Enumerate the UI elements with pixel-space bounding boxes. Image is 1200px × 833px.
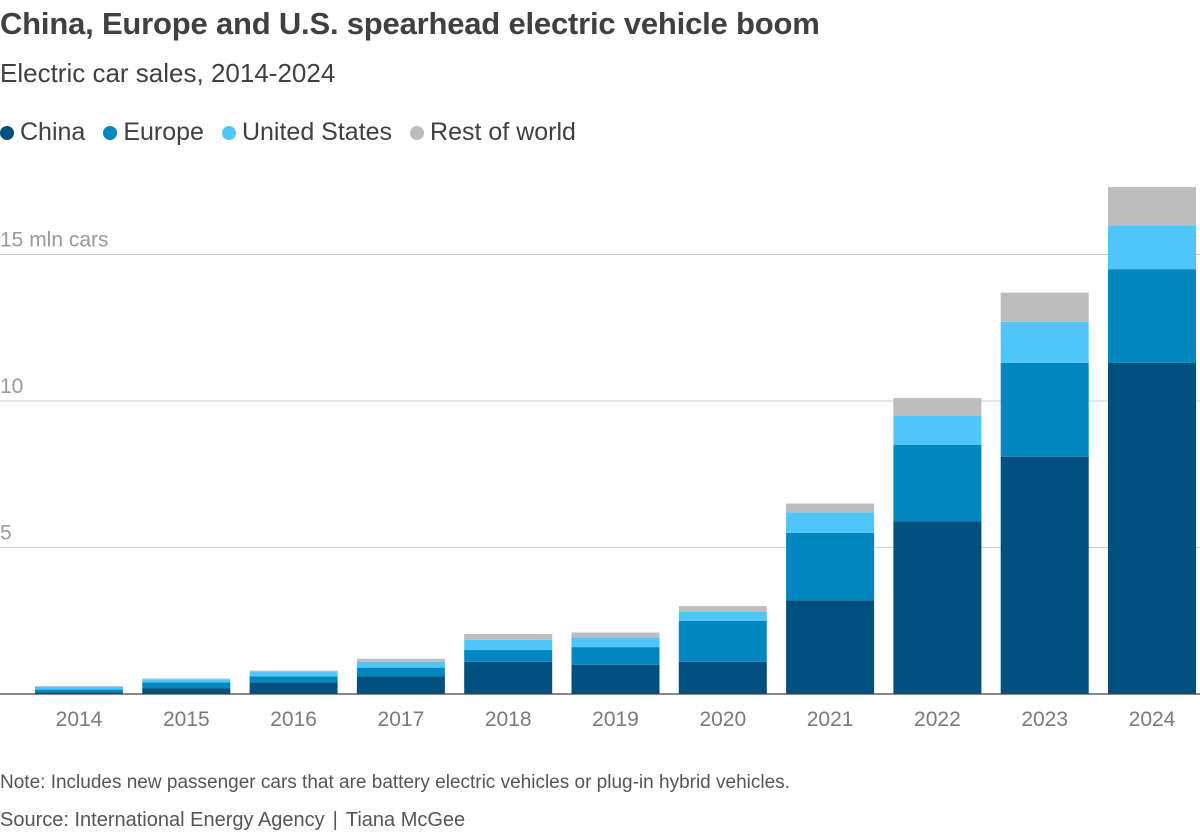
x-tick-label-2024: 2024 — [1129, 708, 1176, 731]
bar-2023-europe — [1000, 362, 1089, 457]
bar-2022-china — [893, 521, 982, 694]
x-tick-label-2015: 2015 — [163, 708, 210, 731]
bar-2023-china — [1000, 456, 1089, 694]
bar-2015-rest-of-world — [142, 678, 231, 680]
legend-label-china: China — [20, 118, 86, 146]
x-tick-label-2019: 2019 — [592, 708, 639, 731]
source-line: Source: International Energy Agency | Tian… — [0, 809, 465, 832]
legend-item-united-states: United States — [221, 118, 393, 147]
legend-item-europe: Europe — [103, 118, 204, 147]
footnote: Note: Includes new passenger cars that a… — [0, 772, 790, 793]
x-tick-label-2014: 2014 — [56, 708, 103, 731]
bar-2019-china — [571, 664, 660, 694]
y-tick-label-15: 15 mln cars — [0, 229, 109, 252]
bar-2018-europe — [464, 650, 553, 662]
chart-title: China, Europe and U.S. spearhead electri… — [0, 6, 820, 41]
bar-2017-china — [356, 676, 445, 694]
bar-2018-united-states — [464, 639, 553, 651]
x-tick-label-2023: 2023 — [1021, 708, 1068, 731]
bar-2023-united-states — [1000, 321, 1089, 363]
credit-text: Tiana McGee — [345, 809, 466, 831]
bar-2014-rest-of-world — [35, 686, 123, 687]
bar-2022-rest-of-world — [893, 398, 982, 416]
bar-2016-europe — [249, 676, 338, 683]
bar-2018-china — [464, 661, 553, 694]
bar-2016-united-states — [249, 672, 338, 677]
bar-layer — [35, 187, 1196, 694]
grid-layer: 5 10 15 mln cars — [0, 229, 1200, 548]
bar-2017-europe — [356, 667, 445, 677]
bar-2024-united-states — [1108, 225, 1196, 270]
bar-2020-europe — [678, 620, 767, 662]
legend-label-rest-of-world: Rest of world — [430, 118, 576, 146]
bar-2015-united-states — [142, 679, 231, 683]
bar-2015-europe — [142, 682, 231, 689]
legend: China Europe United States Rest of world — [0, 118, 576, 147]
y-tick-label-10: 10 — [0, 375, 23, 398]
legend-swatch-united-states — [221, 125, 236, 140]
legend-item-rest-of-world: Rest of world — [410, 118, 576, 147]
x-tick-label-2017: 2017 — [378, 708, 425, 731]
bar-2021-china — [786, 600, 875, 694]
bar-2016-rest-of-world — [249, 670, 338, 673]
bar-2021-europe — [786, 532, 875, 601]
x-tick-label-2016: 2016 — [270, 708, 317, 731]
axis-layer: 2014 2015 2016 2017 2018 2019 2020 2021 2022 2023… — [0, 693, 1200, 731]
legend-swatch-europe — [103, 125, 118, 140]
bar-2024-europe — [1108, 269, 1196, 363]
x-tick-label-2018: 2018 — [485, 708, 532, 731]
bar-2019-rest-of-world — [571, 632, 660, 638]
source-text: Source: International Energy Agency — [0, 809, 325, 831]
bar-2022-united-states — [893, 415, 982, 445]
bar-2020-china — [678, 661, 767, 694]
chart-subtitle: Electric car sales, 2014-2024 — [0, 58, 336, 88]
bar-2024-china — [1108, 362, 1196, 694]
y-tick-label-5: 5 — [0, 522, 12, 545]
bar-2024-rest-of-world — [1108, 187, 1196, 226]
bar-2018-rest-of-world — [464, 633, 553, 640]
bar-2020-united-states — [678, 611, 767, 621]
bar-2014-europe — [35, 689, 123, 693]
bar-2021-rest-of-world — [786, 503, 875, 513]
legend-swatch-china — [0, 125, 14, 140]
bar-2019-europe — [571, 647, 660, 665]
bar-2017-rest-of-world — [356, 658, 445, 662]
bar-2019-united-states — [571, 637, 660, 648]
x-tick-label-2020: 2020 — [699, 708, 746, 731]
bar-2014-united-states — [35, 686, 123, 690]
legend-swatch-rest-of-world — [410, 125, 425, 140]
bar-2014-china — [35, 692, 123, 694]
bar-2015-china — [142, 688, 231, 694]
x-tick-label-2022: 2022 — [914, 708, 961, 731]
x-tick-label-2021: 2021 — [807, 708, 854, 731]
bar-2016-china — [249, 682, 338, 694]
legend-label-united-states: United States — [241, 118, 393, 146]
bar-2022-europe — [893, 444, 982, 522]
legend-label-europe: Europe — [123, 118, 204, 146]
bar-2020-rest-of-world — [678, 606, 767, 612]
source-separator: | — [332, 809, 338, 831]
bar-2021-united-states — [786, 512, 875, 533]
bar-2023-rest-of-world — [1000, 292, 1089, 322]
legend-item-china: China — [0, 118, 85, 147]
bar-2017-united-states — [356, 661, 445, 668]
